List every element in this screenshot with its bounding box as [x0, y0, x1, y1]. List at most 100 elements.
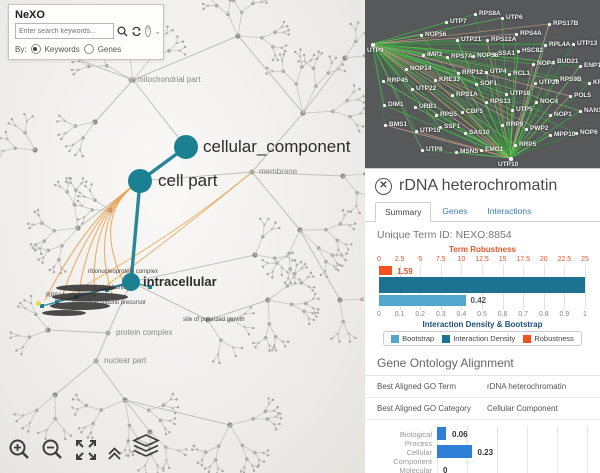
gene-node-label[interactable]: NOP6: [580, 129, 598, 136]
graph-node[interactable]: [74, 413, 77, 416]
graph-node[interactable]: [37, 258, 40, 261]
graph-node[interactable]: [267, 217, 270, 220]
gene-node[interactable]: [485, 101, 488, 104]
graph-node[interactable]: [4, 130, 7, 134]
graph-node[interactable]: [299, 260, 303, 264]
gene-node-label[interactable]: DIM1: [388, 101, 404, 108]
graph-node[interactable]: [65, 145, 68, 148]
graph-node[interactable]: [299, 48, 302, 51]
layers-icon[interactable]: [131, 434, 161, 465]
graph-node[interactable]: [31, 115, 34, 118]
gene-node[interactable]: [411, 88, 414, 91]
graph-node[interactable]: [71, 61, 74, 64]
graph-node[interactable]: [285, 44, 288, 47]
graph-node[interactable]: [78, 191, 81, 194]
graph-node[interactable]: [184, 45, 187, 48]
graph-node[interactable]: [271, 58, 275, 62]
graph-node[interactable]: [65, 177, 68, 180]
graph-node[interactable]: [74, 204, 77, 207]
graph-node[interactable]: [352, 227, 355, 231]
graph-node[interactable]: [362, 101, 365, 104]
graph-node[interactable]: [338, 340, 341, 343]
graph-node[interactable]: [15, 349, 18, 352]
graph-node[interactable]: [274, 349, 278, 352]
graph-node[interactable]: [105, 330, 111, 336]
graph-node[interactable]: [345, 252, 348, 255]
graph-node[interactable]: [71, 398, 75, 401]
graph-node[interactable]: [176, 35, 179, 38]
graph-node[interactable]: [328, 55, 331, 58]
gene-node-label[interactable]: NOP58: [477, 52, 499, 59]
graph-node[interactable]: [279, 417, 282, 420]
graph-node[interactable]: [162, 466, 165, 469]
graph-node[interactable]: [9, 336, 12, 339]
graph-node[interactable]: [259, 217, 262, 220]
graph-node[interactable]: [266, 273, 269, 276]
gene-node-label[interactable]: RPS9B: [560, 76, 582, 83]
graph-node[interactable]: [354, 336, 357, 340]
graph-node[interactable]: [362, 125, 365, 128]
graph-node[interactable]: [265, 0, 268, 1]
gene-node-label[interactable]: SOF1: [480, 80, 497, 87]
graph-node[interactable]: [317, 297, 320, 300]
graph-node[interactable]: [174, 412, 177, 415]
graph-node[interactable]: [68, 176, 71, 179]
gene-node[interactable]: [493, 53, 496, 56]
graph-node[interactable]: [122, 273, 140, 291]
graph-node[interactable]: [9, 331, 12, 334]
gene-node[interactable]: [475, 83, 478, 86]
graph-node[interactable]: [349, 210, 352, 213]
graph-node[interactable]: [313, 286, 316, 289]
graph-node[interactable]: [287, 29, 290, 32]
graph-node[interactable]: [311, 289, 314, 292]
gene-node-label[interactable]: NOP1: [554, 111, 572, 118]
gene-node-label[interactable]: UTP5: [516, 106, 533, 113]
gene-node[interactable]: [552, 61, 555, 64]
graph-node[interactable]: [202, 7, 205, 10]
genes-radio-label[interactable]: Genes: [97, 44, 122, 54]
graph-node[interactable]: [137, 469, 140, 472]
gene-node-label[interactable]: UTP7: [450, 18, 467, 25]
gene-node[interactable]: [515, 33, 518, 36]
graph-node[interactable]: [221, 469, 224, 473]
gene-node-label[interactable]: MSN5: [460, 148, 479, 155]
graph-node[interactable]: [10, 118, 13, 121]
graph-node[interactable]: [317, 50, 320, 53]
graph-node[interactable]: [33, 210, 36, 213]
gene-node-label[interactable]: UTP20: [539, 79, 560, 86]
graph-node[interactable]: [21, 427, 24, 430]
graph-node[interactable]: [282, 53, 285, 56]
gene-node-label[interactable]: KRR1: [593, 79, 600, 86]
graph-node[interactable]: [7, 122, 10, 125]
gene-node[interactable]: [415, 130, 418, 133]
graph-node[interactable]: [248, 333, 251, 336]
graph-node[interactable]: [293, 281, 297, 285]
graph-node[interactable]: [77, 427, 81, 430]
gene-node-label[interactable]: UTP18: [510, 90, 531, 97]
graph-node[interactable]: [363, 107, 365, 110]
tab-summary[interactable]: Summary: [375, 202, 432, 222]
graph-node[interactable]: [354, 222, 357, 225]
graph-node[interactable]: [312, 275, 315, 278]
zoom-out-icon[interactable]: [41, 438, 65, 467]
graph-node[interactable]: [254, 346, 257, 349]
gene-node[interactable]: [422, 54, 425, 57]
keywords-radio[interactable]: [30, 44, 41, 54]
graph-node[interactable]: [44, 437, 47, 440]
gene-node[interactable]: [517, 50, 520, 53]
graph-node[interactable]: [131, 453, 135, 457]
gene-node[interactable]: [383, 104, 386, 107]
graph-node[interactable]: [239, 470, 243, 473]
gene-node[interactable]: [464, 132, 467, 135]
graph-node[interactable]: [275, 428, 278, 431]
gene-node-label[interactable]: RPS1A: [456, 91, 478, 98]
graph-node[interactable]: [60, 137, 63, 140]
gene-node-label[interactable]: NOC4: [540, 98, 559, 105]
graph-node[interactable]: [183, 53, 187, 56]
gene-node[interactable]: [534, 82, 537, 85]
gene-node-label[interactable]: CBF5: [466, 108, 483, 115]
graph-node[interactable]: [316, 311, 319, 314]
graph-node[interactable]: [271, 276, 274, 279]
graph-node[interactable]: [283, 281, 287, 284]
gene-node-label[interactable]: RRP12: [462, 69, 483, 76]
